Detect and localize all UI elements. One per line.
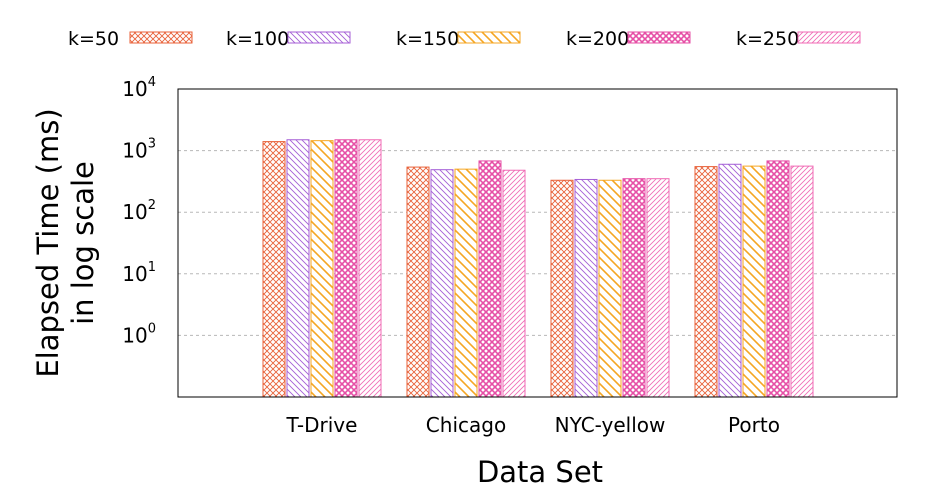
x-tick-label: Porto: [728, 413, 780, 437]
y-tick-base: 10: [122, 262, 147, 286]
legend: k=50 k=100 k=150 k=200 k=250: [68, 28, 861, 50]
bar-k=50-Chicago: [406, 166, 430, 398]
legend-swatch: [457, 31, 521, 44]
y-axis-title: Elapsed Time (ms) in log scale: [31, 108, 100, 377]
legend-swatch: [627, 31, 691, 44]
x-tick-labels: T-Drive Chicago NYC-yellow Porto: [286, 413, 780, 437]
bar-k=50-T-Drive: [262, 141, 286, 398]
bars: [262, 139, 814, 398]
bar-k=150-NYC-yellow: [598, 179, 622, 398]
bar-k=100-Porto: [718, 163, 742, 398]
y-tick-base: 10: [122, 77, 147, 101]
legend-label: k=250: [736, 28, 799, 50]
bar-k=50-Porto: [694, 166, 718, 398]
legend-swatch: [129, 31, 193, 44]
bar-k=250-T-Drive: [358, 139, 382, 398]
bar-k=250-Porto: [790, 165, 814, 398]
y-tick-label: 104: [122, 75, 156, 101]
bar-k=200-Chicago: [478, 160, 502, 398]
y-tick-label: 102: [122, 198, 156, 224]
bar-k=200-Porto: [766, 160, 790, 398]
y-tick-base: 10: [122, 200, 147, 224]
legend-label: k=150: [396, 28, 459, 50]
plot-frame: [177, 88, 898, 398]
legend-label: k=100: [226, 28, 289, 50]
bar-k=150-Porto: [742, 165, 766, 398]
x-tick-label: NYC-yellow: [555, 413, 666, 437]
y-tick-exponent: 0: [148, 321, 156, 336]
bar-k=200-T-Drive: [334, 139, 358, 398]
bar-k=100-NYC-yellow: [574, 178, 598, 398]
bar-k=150-T-Drive: [310, 140, 334, 398]
y-tick-exponent: 3: [148, 137, 156, 152]
bar-k=250-NYC-yellow: [646, 178, 670, 398]
y-tick-base: 10: [122, 323, 147, 347]
y-tick-label: 101: [122, 260, 156, 286]
bar-k=250-Chicago: [502, 169, 526, 398]
x-axis-title: Data Set: [477, 455, 603, 489]
x-tick-label: T-Drive: [286, 413, 358, 437]
bar-k=150-Chicago: [454, 168, 478, 398]
bar-k=50-NYC-yellow: [550, 179, 574, 398]
y-tick-label: 103: [122, 137, 156, 163]
legend-swatch: [287, 31, 351, 44]
bar-k=100-T-Drive: [286, 139, 310, 398]
legend-label: k=50: [68, 28, 119, 50]
bar-k=100-Chicago: [430, 169, 454, 398]
y-tick-exponent: 1: [148, 260, 156, 275]
y-axis-title-line1: Elapsed Time (ms): [31, 108, 65, 377]
legend-label: k=200: [566, 28, 629, 50]
y-tick-exponent: 2: [148, 198, 156, 213]
y-tick-label: 100: [122, 321, 156, 347]
y-tick-exponent: 4: [148, 75, 156, 90]
bar-k=200-NYC-yellow: [622, 178, 646, 398]
x-tick-label: Chicago: [426, 413, 506, 437]
y-axis-title-line2: in log scale: [66, 161, 100, 325]
y-tick-base: 10: [122, 139, 147, 163]
legend-swatch: [797, 31, 861, 44]
